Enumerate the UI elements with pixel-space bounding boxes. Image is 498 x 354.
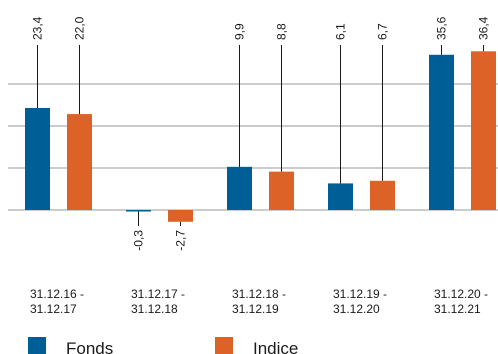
- bar-indice-3: [370, 180, 395, 210]
- data-label-fonds-1: -0,3: [132, 230, 146, 251]
- category-label-0: 31.12.17: [30, 302, 77, 316]
- category-label-2: 31.12.19: [232, 302, 279, 316]
- bar-fonds-4: [429, 54, 454, 211]
- bar-indice-2: [269, 171, 294, 210]
- data-label-indice-0: 22,0: [73, 16, 87, 40]
- category-label-3: 31.12.19 -: [333, 287, 387, 301]
- data-label-indice-4: 36,4: [477, 16, 491, 40]
- data-label-fonds-3: 6,1: [334, 23, 348, 40]
- legend-label-indice: Indice: [253, 339, 298, 354]
- data-label-indice-1: -2,7: [174, 230, 188, 251]
- data-label-fonds-0: 23,4: [31, 16, 45, 40]
- bar-fonds-2: [227, 166, 252, 210]
- data-label-indice-2: 8,8: [275, 23, 289, 40]
- data-label-indice-3: 6,7: [376, 23, 390, 40]
- category-label-4: 31.12.20 -: [434, 287, 488, 301]
- category-label-0: 31.12.16 -: [30, 287, 84, 301]
- legend: Fonds Indice: [28, 337, 298, 354]
- data-label-fonds-4: 35,6: [435, 16, 449, 40]
- legend-swatch-fonds: [28, 337, 46, 354]
- bar-indice-4: [471, 51, 496, 210]
- bar-indice-1: [168, 210, 193, 222]
- legend-swatch-indice: [215, 337, 233, 354]
- bar-indice-0: [67, 114, 92, 210]
- bars: [25, 51, 496, 222]
- data-labels: 23,4 -0,3 9,9 6,1 35,6 22,0 -2,7 8,8 6,7 36,4: [31, 16, 491, 250]
- data-label-fonds-2: 9,9: [233, 23, 247, 40]
- category-label-3: 31.12.20: [333, 302, 380, 316]
- category-label-4: 31.12.21: [434, 302, 481, 316]
- category-label-1: 31.12.17 -: [131, 287, 185, 301]
- bar-fonds-1: [126, 210, 151, 212]
- category-labels: 31.12.16 -31.12.17 31.12.17 -31.12.18 31.1…: [30, 287, 488, 316]
- label-leader-lines: [37, 45, 484, 226]
- category-label-2: 31.12.18 -: [232, 287, 286, 301]
- category-label-1: 31.12.18: [131, 302, 178, 316]
- legend-label-fonds: Fonds: [66, 339, 113, 354]
- bar-fonds-0: [25, 107, 50, 210]
- bar-fonds-3: [328, 183, 353, 210]
